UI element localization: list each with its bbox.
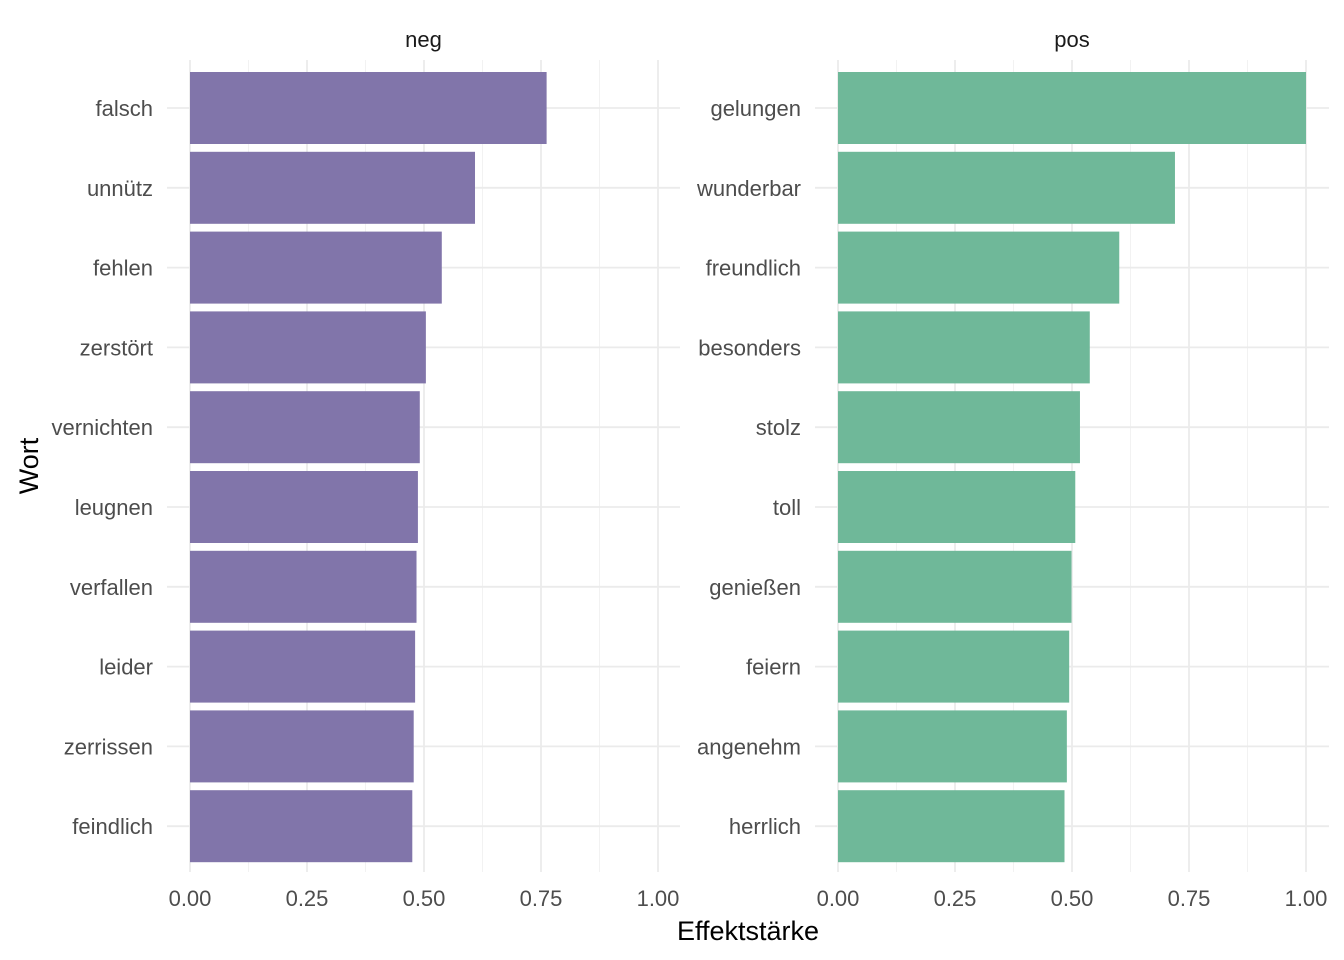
bar-gelungen — [838, 72, 1306, 144]
bar-feiern — [838, 630, 1070, 703]
y-tick-label: genießen — [709, 575, 801, 600]
bar-fehlen — [190, 231, 442, 304]
bar-falsch — [190, 72, 547, 144]
x-tick-label: 0.25 — [286, 886, 329, 911]
panel-pos: gelungen wunderbar freundlich besonders stol… — [696, 27, 1329, 911]
y-tick-label: gelungen — [710, 96, 801, 121]
bar-unnütz — [190, 151, 476, 224]
x-tick-label: 0.75 — [1168, 886, 1211, 911]
bar-toll — [838, 471, 1076, 543]
panel-title: pos — [1054, 27, 1089, 52]
x-axis-title: Effektstärke — [677, 916, 819, 946]
bar-freundlich — [838, 231, 1120, 304]
y-tick-label: leider — [99, 655, 153, 680]
bar-feindlich — [190, 790, 413, 863]
x-tick-label: 0.75 — [520, 886, 563, 911]
bar-herrlich — [838, 790, 1065, 863]
y-tick-label: feiern — [746, 655, 801, 680]
bar-leugnen — [190, 471, 418, 543]
bar-genießen — [838, 550, 1072, 623]
y-tick-label: vernichten — [51, 415, 153, 440]
y-tick-label: zerrissen — [64, 734, 153, 759]
x-tick-label: 1.00 — [1285, 886, 1328, 911]
y-tick-label: fehlen — [93, 256, 153, 281]
y-tick-label: leugnen — [75, 495, 153, 520]
bar-wunderbar — [838, 151, 1175, 224]
y-axis-title: Wort — [14, 437, 44, 494]
y-tick-label: toll — [773, 495, 801, 520]
bar-verfallen — [190, 550, 417, 623]
x-tick-label: 1.00 — [637, 886, 680, 911]
x-tick-label: 0.50 — [403, 886, 446, 911]
bar-besonders — [838, 311, 1090, 384]
y-tick-label: zerstört — [80, 335, 153, 360]
bar-zerrissen — [190, 710, 414, 783]
y-tick-label: stolz — [756, 415, 801, 440]
panel-neg: falsch unnütz fehlen zerstört vernichten leug… — [51, 27, 680, 911]
y-tick-label: unnütz — [87, 176, 153, 201]
y-tick-label: herrlich — [729, 814, 801, 839]
x-tick-label: 0.50 — [1051, 886, 1094, 911]
bar-vernichten — [190, 391, 420, 464]
y-tick-label: freundlich — [706, 256, 801, 281]
bar-angenehm — [838, 710, 1067, 783]
y-tick-label: falsch — [96, 96, 153, 121]
y-tick-label: verfallen — [70, 575, 153, 600]
x-tick-label: 0.00 — [169, 886, 212, 911]
y-tick-label: wunderbar — [696, 176, 801, 201]
x-tick-label: 0.25 — [934, 886, 977, 911]
bar-zerstört — [190, 311, 426, 384]
y-tick-label: feindlich — [72, 814, 153, 839]
x-tick-label: 0.00 — [817, 886, 860, 911]
bar-leider — [190, 630, 416, 703]
y-tick-label: angenehm — [697, 734, 801, 759]
bar-stolz — [838, 391, 1080, 464]
y-tick-label: besonders — [698, 335, 801, 360]
panel-title: neg — [405, 27, 442, 52]
